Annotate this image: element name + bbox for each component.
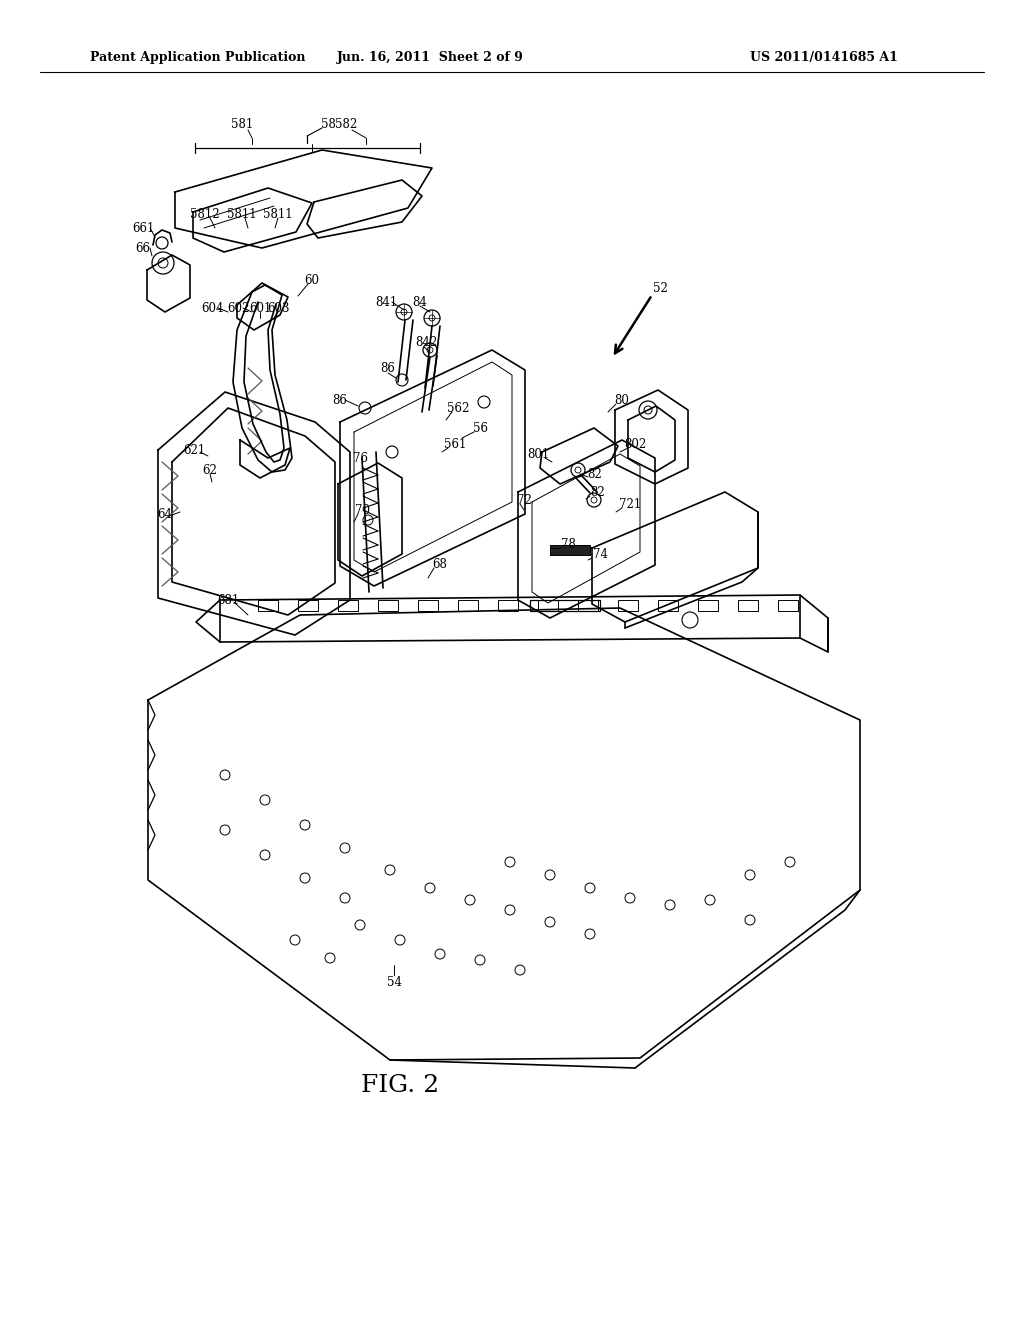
Text: 581: 581 <box>230 117 253 131</box>
Text: 80: 80 <box>614 393 630 407</box>
Bar <box>458 601 478 611</box>
Text: 802: 802 <box>624 438 646 451</box>
Bar <box>738 601 758 611</box>
Text: 74: 74 <box>593 549 607 561</box>
Text: 68: 68 <box>432 558 447 572</box>
Text: 602: 602 <box>226 301 249 314</box>
Bar <box>498 601 518 611</box>
Text: 70: 70 <box>354 503 370 516</box>
Text: 842: 842 <box>415 335 437 348</box>
Text: 52: 52 <box>652 281 668 294</box>
Text: 681: 681 <box>217 594 240 606</box>
Text: 721: 721 <box>618 499 641 511</box>
Text: US 2011/0141685 A1: US 2011/0141685 A1 <box>750 50 898 63</box>
Text: Patent Application Publication: Patent Application Publication <box>90 50 305 63</box>
Text: 66: 66 <box>135 242 151 255</box>
Bar <box>378 601 398 611</box>
Bar <box>550 545 590 554</box>
Text: 86: 86 <box>333 393 347 407</box>
Bar <box>258 601 278 611</box>
Text: 841: 841 <box>375 296 397 309</box>
Text: 64: 64 <box>158 508 172 521</box>
Text: 5812: 5812 <box>190 209 220 222</box>
Bar <box>658 601 678 611</box>
Text: 604: 604 <box>202 301 224 314</box>
Text: 60: 60 <box>304 273 319 286</box>
Text: 72: 72 <box>516 494 531 507</box>
Bar <box>778 601 798 611</box>
Text: 84: 84 <box>413 296 427 309</box>
Text: 54: 54 <box>386 975 401 989</box>
Text: 5811: 5811 <box>227 209 257 222</box>
Text: 82: 82 <box>588 467 602 480</box>
Bar <box>538 601 558 611</box>
Text: 603: 603 <box>266 301 289 314</box>
Text: 661: 661 <box>132 222 155 235</box>
Text: 582: 582 <box>335 117 357 131</box>
Text: 561: 561 <box>443 438 466 451</box>
Text: 78: 78 <box>560 539 575 552</box>
Bar <box>418 601 438 611</box>
Bar <box>698 601 718 611</box>
Bar <box>530 601 600 611</box>
Text: 621: 621 <box>183 444 205 457</box>
Text: 86: 86 <box>381 362 395 375</box>
Text: FIG. 2: FIG. 2 <box>360 1073 439 1097</box>
Text: 56: 56 <box>472 421 487 434</box>
Bar <box>618 601 638 611</box>
Text: 82: 82 <box>591 486 605 499</box>
Text: 76: 76 <box>352 451 368 465</box>
Text: 62: 62 <box>203 463 217 477</box>
Text: 562: 562 <box>446 401 469 414</box>
Text: 801: 801 <box>527 449 549 462</box>
Text: 58: 58 <box>321 117 336 131</box>
Text: Jun. 16, 2011  Sheet 2 of 9: Jun. 16, 2011 Sheet 2 of 9 <box>337 50 523 63</box>
Text: 601: 601 <box>249 301 271 314</box>
Text: 5811: 5811 <box>263 209 293 222</box>
Bar <box>298 601 318 611</box>
Bar <box>338 601 358 611</box>
Bar <box>578 601 598 611</box>
